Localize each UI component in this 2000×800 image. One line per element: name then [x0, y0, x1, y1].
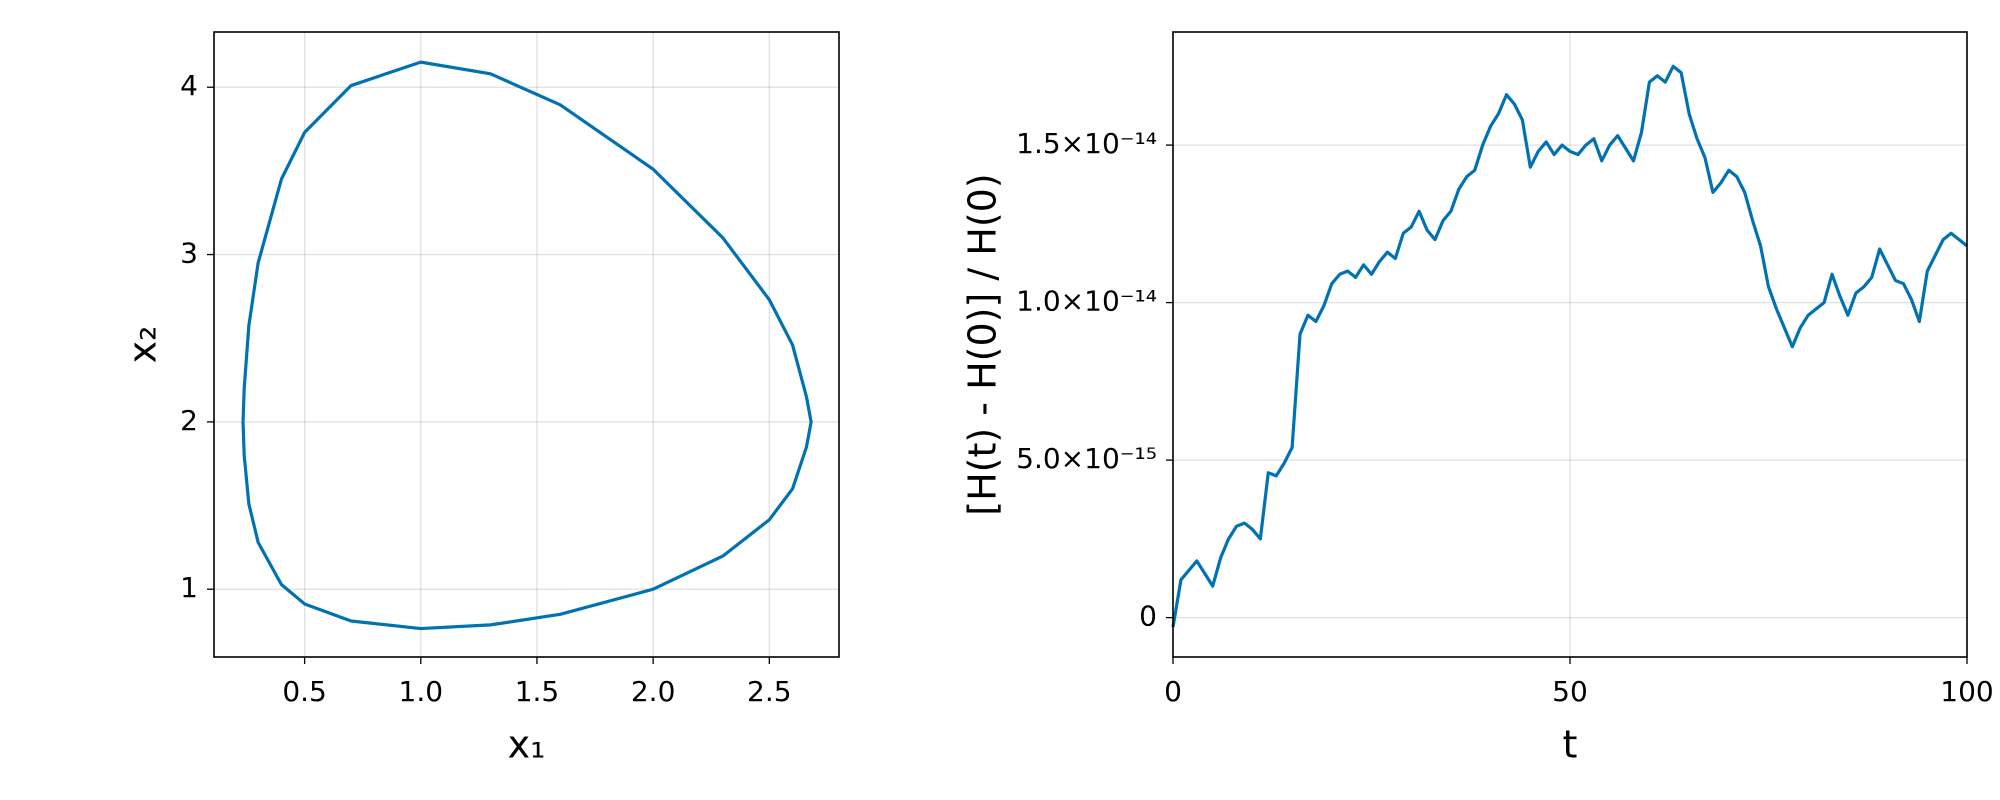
y-tick-label: 3 [180, 237, 198, 270]
y-tick-label: 5.0×10⁻¹⁵ [1016, 442, 1157, 475]
x-tick-label: 100 [1940, 675, 1993, 708]
panel: 0 50 100 0 5.0×10⁻¹⁵ 1.0×10⁻¹⁴ 1.5×10⁻¹⁴ t [H(t)… [961, 31, 1994, 767]
data-line [241, 60, 813, 631]
x-tick-label: 1.5 [515, 675, 560, 708]
y-tick-label: 1 [180, 571, 198, 604]
plot-frame [213, 31, 840, 658]
y-tick-label: 1.5×10⁻¹⁴ [1016, 127, 1157, 160]
panel: 0.5 1.0 1.5 2.0 2.5 1 2 3 4 x₁ x₂ [121, 31, 840, 767]
plot-frame [1172, 31, 1968, 658]
x-axis-label: x₁ [508, 723, 546, 767]
x-tick-label: 2.0 [631, 675, 676, 708]
x-axis-label: t [1563, 723, 1578, 767]
x-tick-label: 1.0 [399, 675, 444, 708]
y-tick-label: 0 [1139, 600, 1157, 633]
x-tick-label: 0 [1164, 675, 1182, 708]
y-tick-label: 4 [180, 69, 198, 102]
y-axis-label: [H(t) - H(0)] / H(0) [961, 173, 1005, 515]
x-tick-label: 0.5 [282, 675, 327, 708]
y-tick-label: 1.0×10⁻¹⁴ [1016, 285, 1157, 318]
data-line [1171, 64, 1968, 628]
y-tick-label: 2 [180, 404, 198, 437]
y-axis-label: x₂ [121, 326, 165, 364]
x-tick-label: 2.5 [747, 675, 792, 708]
x-tick-label: 50 [1552, 675, 1588, 708]
